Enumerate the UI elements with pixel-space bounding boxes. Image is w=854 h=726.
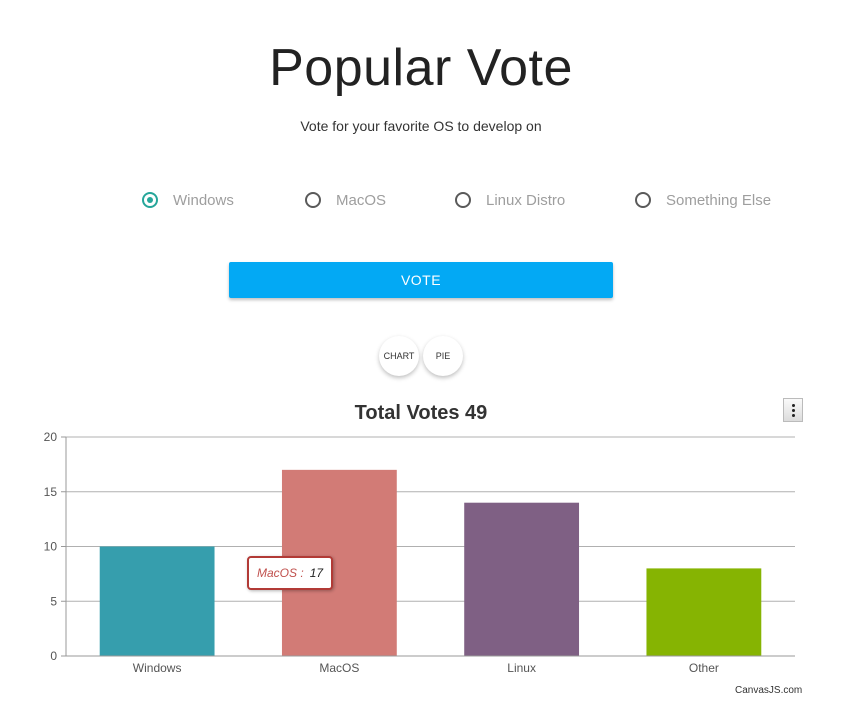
votes-chart-svg: Total Votes 49 0 5 10 15 20 Windows MacOS Linux… [44,402,795,675]
radio-label-windows: Windows [173,191,234,209]
pie-view-button[interactable]: PIE [423,336,463,376]
menu-dot-icon [791,413,795,417]
page-title: Popular Vote [269,39,573,97]
menu-dot-icon [791,403,795,407]
y-tick-label: 20 [44,430,58,444]
tooltip-value: 17 [309,566,324,580]
radio-label-something-else: Something Else [666,191,772,209]
x-tick-label: Windows [133,661,182,675]
menu-dot-icon [791,408,795,412]
radio-macos-icon[interactable] [305,192,321,208]
x-tick-label: Other [689,661,719,675]
chart-title: Total Votes 49 [355,402,488,424]
page-subtitle: Vote for your favorite OS to develop on [300,118,542,134]
bar-linux[interactable] [464,502,580,656]
x-tick-label: Linux [507,661,536,675]
bar-other[interactable] [646,568,762,656]
radio-linux-icon[interactable] [455,192,471,208]
radio-option-macos[interactable]: MacOS [305,190,386,210]
os-radio-group: Windows MacOS Linux Distro Something Els… [0,190,854,210]
votes-chart: Total Votes 49 0 5 10 15 20 Windows MacOS Linux… [0,395,854,705]
chart-axes: 0 5 10 15 20 Windows MacOS Linux Other [44,430,795,675]
y-tick-label: 0 [50,649,57,663]
chart-bars [99,469,762,657]
chart-tooltip: MacOS : 17 [247,556,334,590]
radio-windows-icon[interactable] [142,192,158,208]
bar-windows[interactable] [99,546,215,657]
radio-option-something-else[interactable]: Something Else [635,190,771,210]
tooltip-label: MacOS : [257,566,304,580]
x-tick-label: MacOS [319,661,359,675]
y-tick-label: 5 [50,594,57,608]
chart-view-button[interactable]: CHART [379,336,419,376]
radio-option-linux[interactable]: Linux Distro [455,190,565,210]
vote-button[interactable]: VOTE [229,262,613,298]
y-tick-label: 15 [44,485,58,499]
radio-something-else-icon[interactable] [635,192,651,208]
radio-label-linux: Linux Distro [486,191,566,209]
chart-menu-button[interactable] [783,398,803,422]
radio-label-macos: MacOS [336,191,387,209]
canvasjs-credit-link[interactable]: CanvasJS.com [735,685,803,696]
y-tick-label: 10 [44,540,58,554]
radio-option-windows[interactable]: Windows [142,190,234,210]
